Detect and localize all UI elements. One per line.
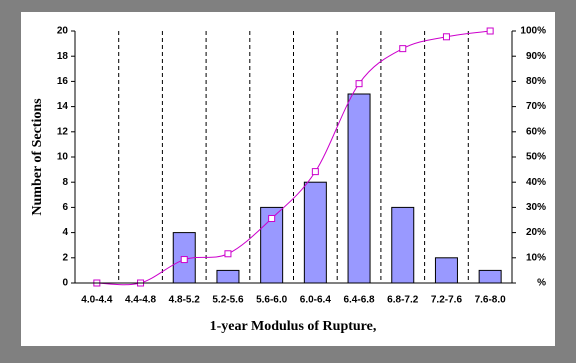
y2-tick-label: 40%: [526, 177, 546, 188]
y2-tick-label: 10%: [526, 252, 546, 263]
y-tick-label: 14: [57, 101, 69, 112]
marker: [399, 45, 407, 53]
marker: [268, 214, 276, 222]
y-tick-label: 20: [57, 26, 69, 37]
x-tick-label: 6.4-6.8: [343, 295, 375, 306]
x-tick-label: 4.0-4.4: [81, 295, 113, 306]
marker: [224, 250, 232, 258]
y-tick-label: 8: [62, 177, 68, 188]
y-tick-label: 2: [62, 252, 68, 263]
y-tick-label: 10: [57, 152, 69, 163]
x-tick-label: 5.2-5.6: [212, 295, 244, 306]
x-axis-title: 1-year Modulus of Rupture,: [210, 319, 377, 334]
y2-tick-label: 90%: [526, 51, 546, 62]
y-tick-label: 0: [62, 278, 68, 289]
y2-tick-label: 70%: [526, 101, 546, 112]
x-tick-label: 7.2-7.6: [431, 295, 463, 306]
x-tick-label: 7.6-8.0: [475, 295, 507, 306]
bar: [347, 93, 371, 284]
line: [96, 30, 491, 286]
y2-tick-label: 50%: [526, 152, 546, 163]
y-axis-title: Number of Sections: [30, 98, 45, 216]
marker: [180, 256, 188, 264]
marker: [486, 27, 494, 35]
y2-tick-label: 80%: [526, 76, 546, 87]
bar: [216, 269, 240, 284]
y-tick-label: 16: [57, 76, 69, 87]
x-tick-label: 4.8-5.2: [169, 295, 201, 306]
y-tick-label: 18: [57, 51, 69, 62]
y2-tick-label: 100%: [520, 26, 546, 37]
x-tick-label: 6.8-7.2: [387, 295, 419, 306]
x-tick-label: 6.0-6.4: [300, 295, 332, 306]
x-tick-label: 5.6-6.0: [256, 295, 288, 306]
y-tick-label: 6: [62, 202, 68, 213]
y2-tick-label: 60%: [526, 126, 546, 137]
marker: [311, 168, 319, 176]
y2-tick-label: %: [537, 278, 546, 289]
marker: [442, 33, 450, 41]
x-tick-label: 4.4-4.8: [125, 295, 157, 306]
y2-tick-label: 20%: [526, 227, 546, 238]
y-tick-label: 12: [57, 126, 69, 137]
bar: [434, 257, 458, 284]
marker: [355, 80, 363, 88]
panel: [21, 12, 555, 346]
bar: [478, 269, 502, 284]
y-tick-label: 4: [62, 227, 68, 238]
bar: [303, 181, 327, 284]
y2-tick-label: 30%: [526, 202, 546, 213]
bar: [391, 206, 415, 284]
